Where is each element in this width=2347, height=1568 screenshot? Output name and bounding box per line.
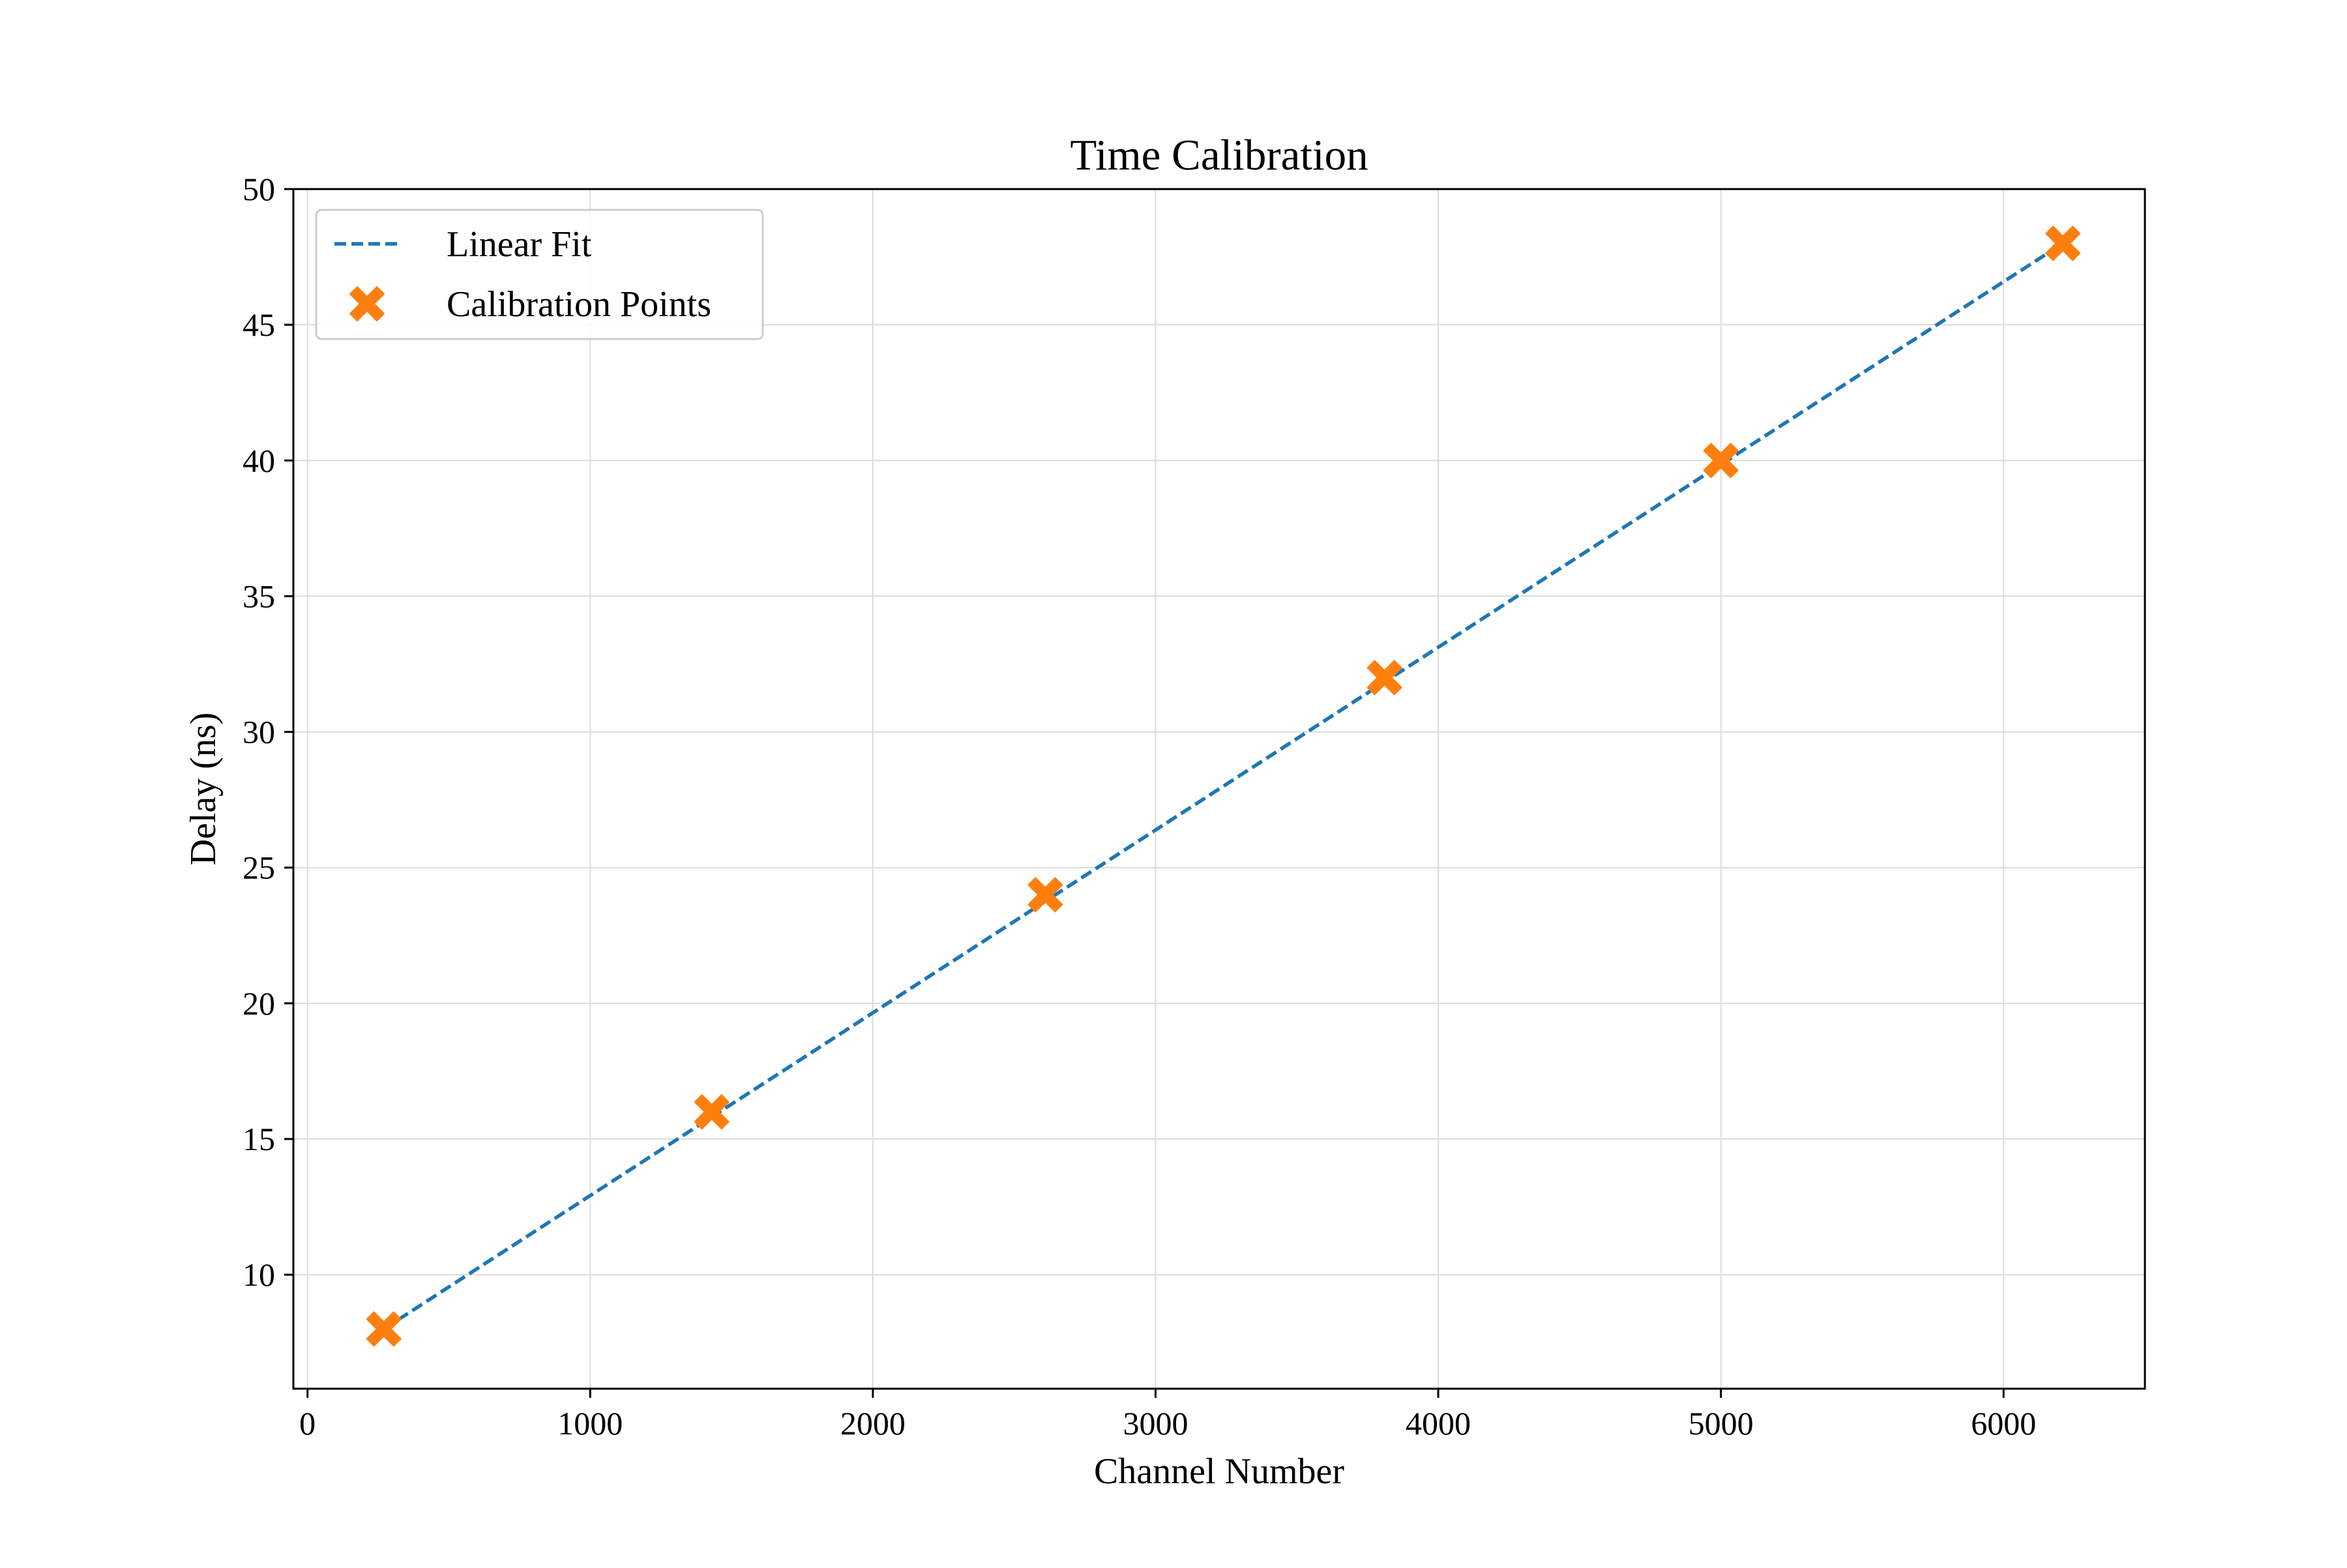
axis-ticks: 0 1000 2000 3000 4000 5000 6000 10 15 20 25 30 35 40 4… bbox=[243, 171, 2036, 1442]
calibration-point-marker bbox=[2045, 226, 2081, 261]
x-tick-label: 1000 bbox=[557, 1405, 623, 1442]
y-tick-label: 50 bbox=[243, 171, 275, 207]
x-tick-label: 0 bbox=[299, 1405, 316, 1442]
calibration-point-marker bbox=[1027, 877, 1063, 913]
y-tick-label: 10 bbox=[243, 1256, 275, 1293]
plot-series bbox=[366, 226, 2081, 1347]
y-tick-label: 45 bbox=[243, 306, 275, 343]
axes-frame bbox=[292, 188, 2146, 1390]
chart-title: Time Calibration bbox=[1070, 131, 1368, 179]
legend-calibration-points-swatch bbox=[349, 286, 385, 321]
y-tick-label: 20 bbox=[243, 985, 275, 1022]
calibration-point-marker bbox=[366, 1311, 402, 1347]
y-tick-label: 40 bbox=[243, 442, 275, 479]
y-tick-label: 35 bbox=[243, 578, 275, 614]
x-tick-label: 5000 bbox=[1689, 1405, 1754, 1442]
legend-label: Linear Fit bbox=[447, 224, 592, 265]
calibration-point-marker bbox=[1366, 660, 1402, 696]
calibration-point-marker bbox=[1703, 443, 1739, 479]
y-tick-label: 30 bbox=[243, 714, 275, 750]
y-tick-label: 25 bbox=[243, 850, 275, 886]
legend-box bbox=[315, 209, 764, 340]
x-tick-label: 6000 bbox=[1971, 1405, 2036, 1442]
linear-fit-line bbox=[383, 241, 2064, 1331]
x-tick-label: 3000 bbox=[1123, 1405, 1188, 1442]
y-axis-label: Delay (ns) bbox=[183, 713, 224, 866]
legend: Linear Fit Calibration Points bbox=[315, 209, 764, 340]
x-tick-label: 2000 bbox=[840, 1405, 906, 1442]
calibration-point-marker bbox=[694, 1094, 730, 1130]
x-tick-label: 4000 bbox=[1406, 1405, 1471, 1442]
x-axis-label: Channel Number bbox=[1094, 1451, 1344, 1492]
y-tick-label: 15 bbox=[243, 1121, 275, 1157]
legend-label: Calibration Points bbox=[447, 284, 711, 325]
grid-lines bbox=[293, 188, 2145, 1389]
